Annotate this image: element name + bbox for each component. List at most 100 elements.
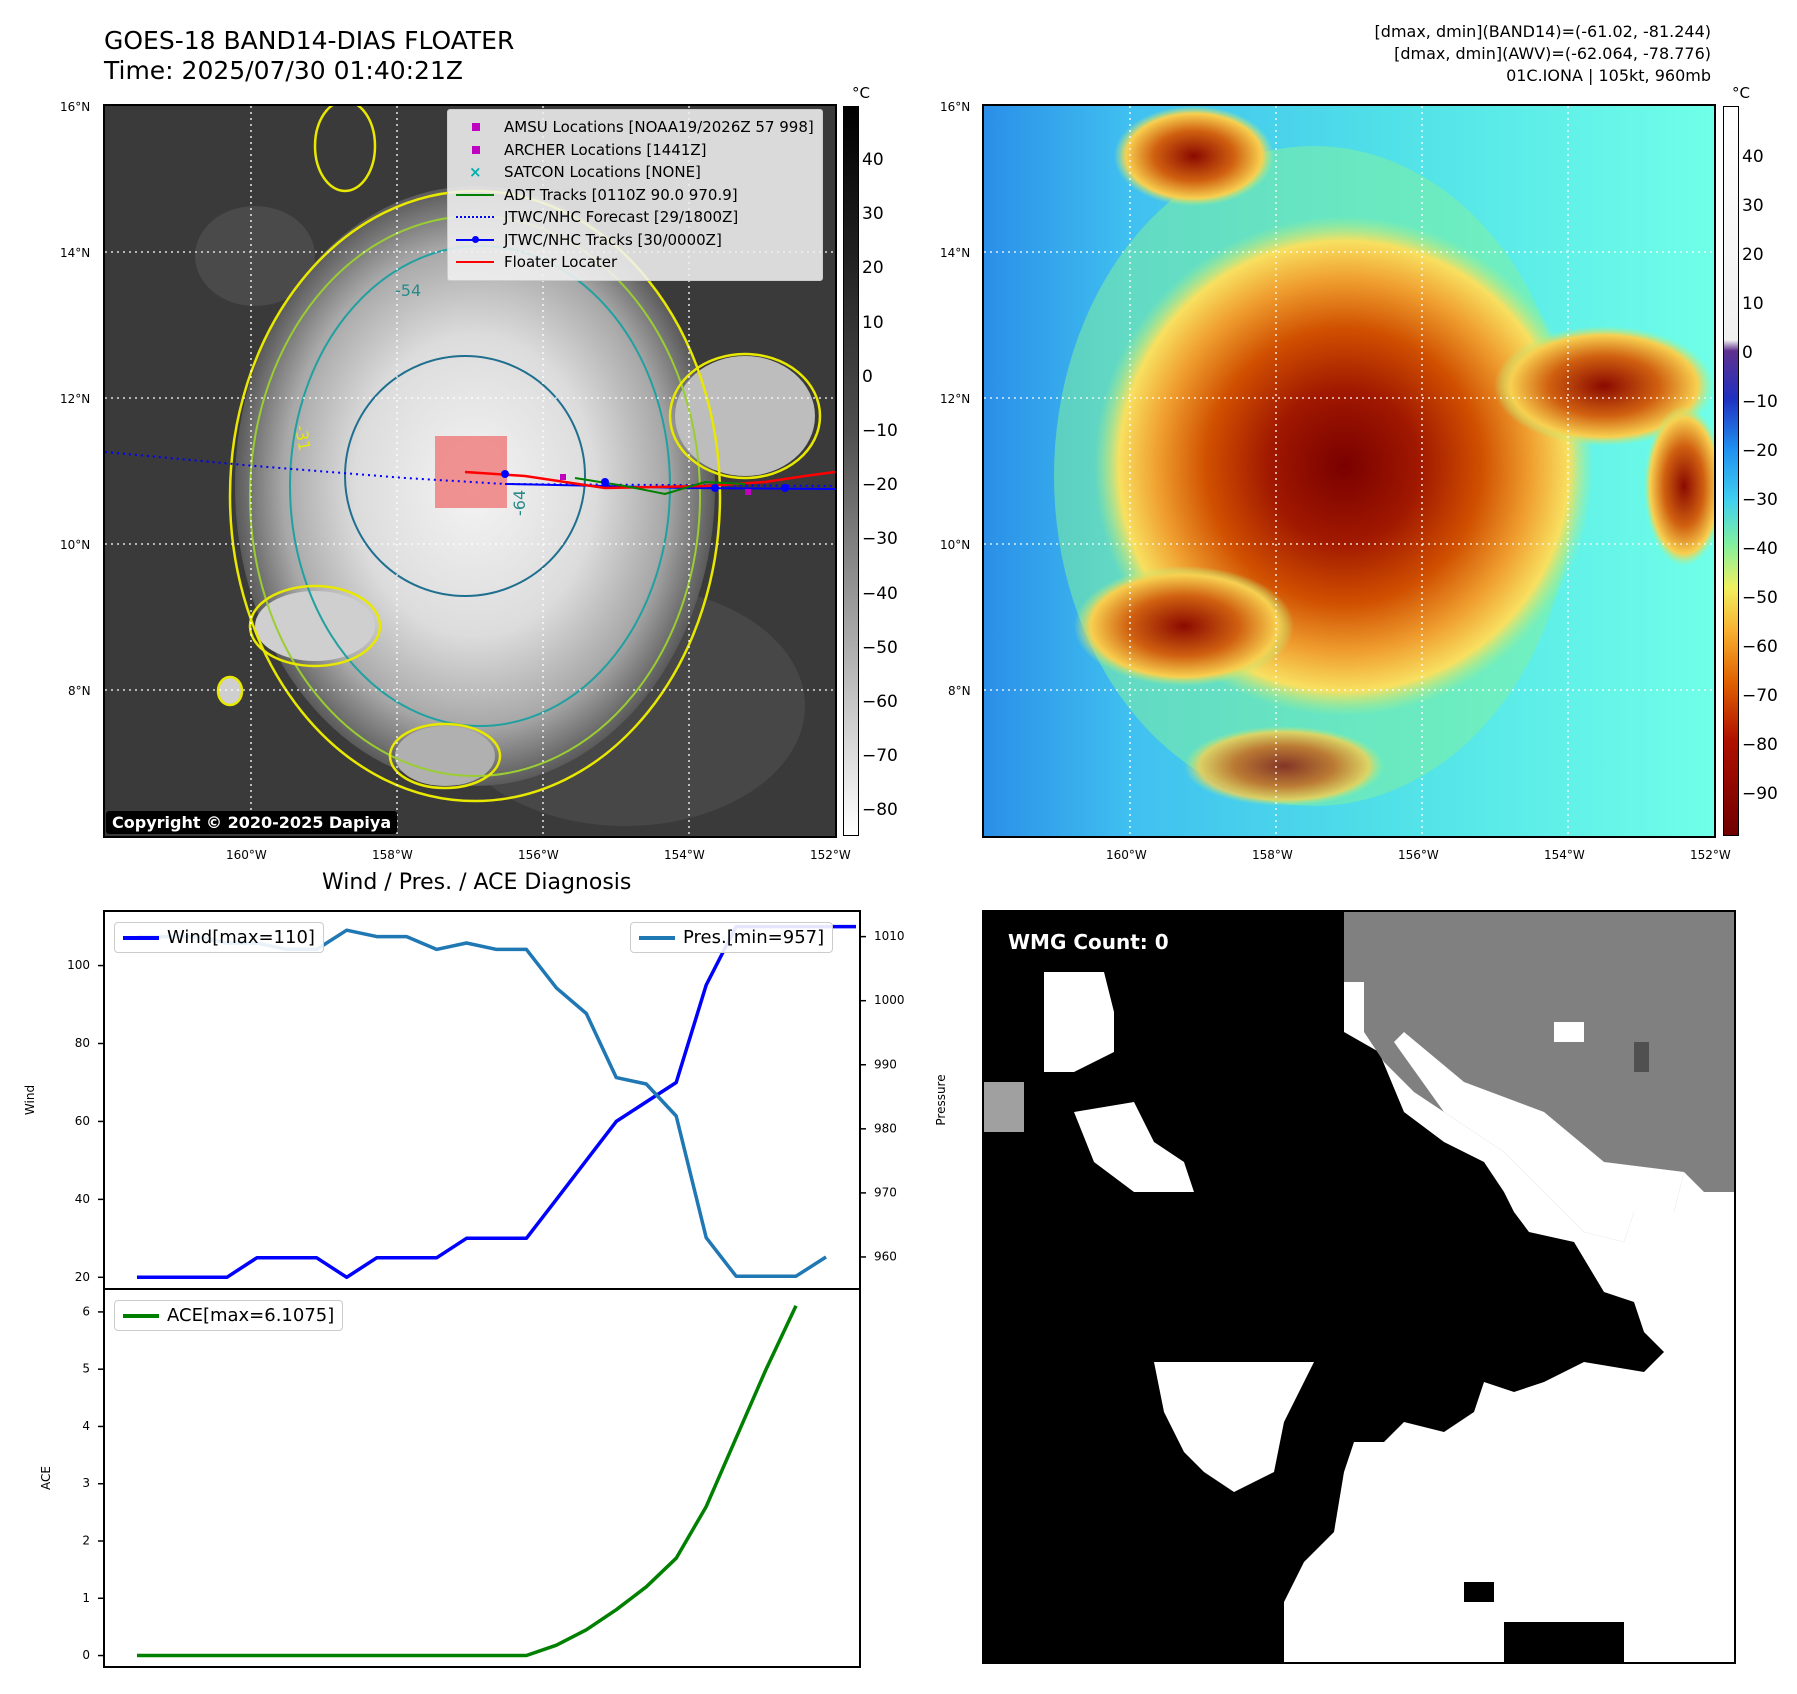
pressure-tick-label: 990 [874,1057,897,1071]
colorbar-tick-label: −30 [862,529,898,550]
colorbar-tick-label: −80 [1742,735,1778,755]
wind-tick-label: 80 [75,1036,90,1050]
lon-label: 160°W [226,848,267,862]
pressure-tick-label: 1010 [874,929,905,943]
colorbar-tick-label: 40 [862,150,884,170]
contour-label: -54 [395,281,421,300]
wmg-mask-image [984,912,1734,1662]
legend-item: AMSU Locations [NOAA19/2026Z 57 998] [456,116,814,139]
color-ir-panel [982,104,1716,838]
wind-tick-label: 40 [75,1192,90,1206]
colorbar-unit: °C [1732,84,1750,102]
colorbar-tick-label: 20 [1742,245,1764,265]
legend-item: JTWC/NHC Forecast [29/1800Z] [456,206,814,229]
legend-label: JTWC/NHC Tracks [30/0000Z] [504,230,722,249]
wmg-panel: WMG Count: 0 [982,910,1736,1664]
lon-label: 160°W [1106,848,1147,862]
line-icon [123,935,159,940]
wind-tick-label: 60 [75,1114,90,1128]
legend-label: AMSU Locations [NOAA19/2026Z 57 998] [504,118,814,136]
ace-tick-label: 2 [82,1534,90,1548]
colorbar-tick-label: −90 [1742,784,1778,804]
lon-label: 154°W [1544,848,1585,862]
colorbar-tick-label: 20 [862,258,884,279]
pressure-tick-label: 960 [874,1249,897,1263]
info-line3: 01C.IONA | 105kt, 960mb [1506,66,1711,85]
lon-label: 156°W [518,848,559,862]
colorbar-tick-label: 10 [862,312,884,333]
legend-label: ARCHER Locations [1441Z] [504,140,707,159]
diagnosis-title: Wind / Pres. / ACE Diagnosis [322,870,632,895]
colorbar-tick-label: −50 [1742,588,1778,608]
color-ir-image [984,106,1714,836]
colorbar-tick-label: −60 [862,692,898,712]
lat-label: 16°N [60,100,91,114]
lat-label: 14°N [60,246,91,260]
ace-axes-frame [103,1288,861,1668]
wind-tick-label: 100 [67,958,90,972]
dotted-line-icon [456,210,494,224]
colorbar-tick-label: −40 [1742,539,1778,559]
colorbar-tick-label: 30 [862,204,884,225]
colorbar-tick-label: 30 [1742,196,1764,216]
info-line2: [dmax, dmin](AWV)=(-62.064, -78.776) [1394,44,1711,63]
ir-map-panel: -31 -54 -64 [103,104,837,838]
wind-series-line [137,924,856,1280]
ace-tick-label: 0 [82,1648,90,1662]
lat-label: 14°N [940,246,971,260]
lon-label: 156°W [1398,848,1439,862]
lat-label: 10°N [940,538,971,552]
wind-axis-label: Wind [23,1085,37,1115]
line-icon [123,1313,159,1318]
colorbar-tick-label: −10 [862,421,898,441]
lon-label: 154°W [664,848,705,862]
floater-locater-track [464,470,835,490]
lat-label: 8°N [948,684,971,698]
pressure-legend: Pres.[min=957] [630,922,834,953]
colorbar-tick-label: 10 [1742,294,1764,314]
ace-tick-label: 3 [82,1476,90,1490]
colorbar-unit: °C [852,84,870,102]
info-line1: [dmax, dmin](BAND14)=(-61.02, -81.244) [1374,22,1711,41]
legend-label: SATCON Locations [NONE] [504,163,701,181]
colorbar-tick-label: −60 [1742,637,1778,657]
lat-label: 16°N [940,100,971,114]
grayscale-colorbar [843,106,859,836]
colorbar-tick-label: −20 [862,475,898,496]
colorbar-tick-label: −20 [1742,441,1778,461]
wind-tick-label: 20 [75,1270,90,1284]
ace-tick-label: 5 [82,1362,90,1376]
map-legend: AMSU Locations [NOAA19/2026Z 57 998] ARC… [447,109,823,281]
pressure-axis-label: Pressure [934,1074,948,1125]
line-icon [456,188,494,202]
colorbar-tick-label: −10 [1742,392,1778,412]
legend-item: ADT Tracks [0110Z 90.0 970.9] [456,184,814,207]
colorbar-tick-label: 0 [1742,343,1753,363]
colorbar-tick-label: −70 [1742,686,1778,706]
ace-series-line [137,1305,798,1658]
ace-tick-label: 6 [82,1304,90,1318]
line-icon [639,935,675,940]
ace-legend-label: ACE[max=6.1075] [167,1305,335,1326]
copyright-badge: Copyright © 2020-2025 Dapiya [106,811,398,834]
legend-label: JTWC/NHC Forecast [29/1800Z] [504,208,739,226]
colorbar-tick-label: 40 [1742,147,1764,167]
x-marker-icon: × [469,163,482,182]
wind-legend-label: Wind[max=110] [167,927,315,948]
wind-legend: Wind[max=110] [114,922,324,953]
pressure-tick-label: 970 [874,1185,897,1199]
lon-label: 158°W [1252,848,1293,862]
colorbar-tick-label: −40 [862,583,898,604]
pressure-series-line [137,928,827,1278]
lat-label: 12°N [60,392,91,406]
colorbar-tick-label: −80 [862,800,898,821]
lat-label: 12°N [940,392,971,406]
pressure-tick-label: 1000 [874,993,905,1007]
lon-label: 152°W [810,848,851,862]
square-marker-icon [456,143,494,157]
legend-item: × SATCON Locations [NONE] [456,161,814,184]
contour-label: -64 [510,490,529,516]
pressure-legend-label: Pres.[min=957] [683,927,825,948]
colorbar-tick-label: −50 [862,637,898,658]
colorbar-tick-label: 0 [862,366,873,387]
